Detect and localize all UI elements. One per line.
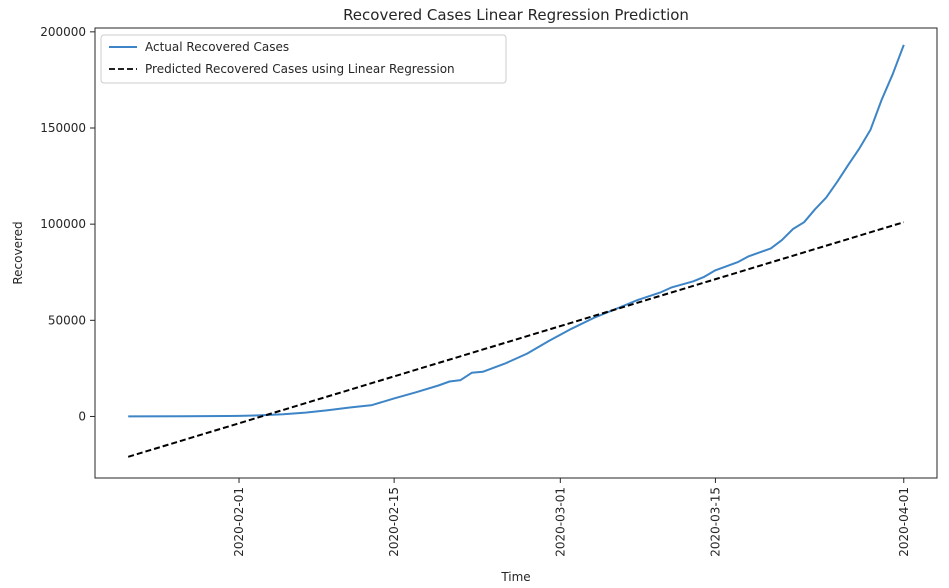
x-axis: 2020-02-01 2020-02-15 2020-03-01 2020-03-15… <box>232 478 911 557</box>
x-tick-label: 2020-02-01 <box>232 487 246 557</box>
x-tick-label: 2020-03-01 <box>553 487 567 557</box>
chart-title: Recovered Cases Linear Regression Predic… <box>343 6 689 24</box>
legend-label-predicted: Predicted Recovered Cases using Linear R… <box>145 62 455 76</box>
y-tick-label: 0 <box>78 409 86 423</box>
legend: Actual Recovered Cases Predicted Recover… <box>100 34 507 84</box>
y-tick-label: 200000 <box>40 25 86 39</box>
legend-frame <box>100 34 507 84</box>
x-tick-label: 2020-03-15 <box>708 487 722 557</box>
x-axis-label: Time <box>500 570 530 584</box>
legend-label-actual: Actual Recovered Cases <box>145 40 289 54</box>
x-tick-label: 2020-02-15 <box>387 487 401 557</box>
series-layer <box>127 44 905 458</box>
series-line-predicted <box>127 221 905 458</box>
y-tick-label: 150000 <box>40 121 86 135</box>
y-axis: 0 50000 100000 150000 200000 <box>40 25 95 423</box>
y-axis-label: Recovered <box>11 221 25 284</box>
y-tick-label: 50000 <box>48 313 86 327</box>
plot-frame <box>94 27 938 479</box>
x-tick-label: 2020-04-01 <box>897 487 911 557</box>
y-tick-label: 100000 <box>40 217 86 231</box>
